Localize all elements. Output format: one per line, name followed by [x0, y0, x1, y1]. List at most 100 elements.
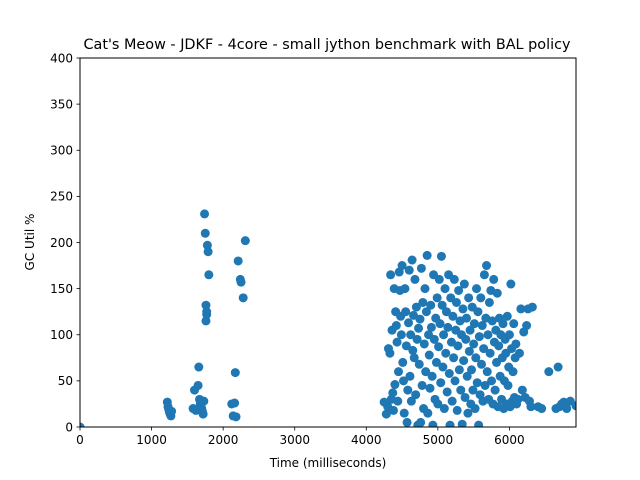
data-point — [454, 365, 464, 375]
y-tick-label: 300 — [50, 144, 73, 158]
data-point — [417, 380, 427, 390]
data-point — [469, 319, 479, 329]
data-point — [399, 408, 409, 418]
y-tick-label: 50 — [58, 374, 73, 388]
x-tick-label: 5000 — [423, 433, 454, 447]
data-point — [436, 378, 446, 388]
data-point — [80, 422, 85, 427]
data-point — [445, 420, 455, 427]
data-point — [442, 387, 452, 397]
x-tick-label: 6000 — [494, 433, 525, 447]
data-point — [424, 350, 434, 360]
data-point — [393, 396, 403, 406]
data-point — [427, 371, 437, 381]
data-point — [544, 367, 554, 377]
data-point — [386, 270, 396, 280]
chart-title: Cat's Meow - JDKF - 4core - small jython… — [83, 37, 571, 53]
data-point — [410, 274, 420, 284]
data-point — [426, 322, 436, 332]
data-point — [516, 304, 526, 314]
data-point — [464, 346, 474, 356]
x-tick-label: 0 — [76, 433, 84, 447]
data-point — [514, 348, 524, 358]
data-point — [522, 321, 532, 331]
data-point — [517, 385, 527, 395]
data-point — [403, 385, 413, 395]
data-point — [473, 307, 483, 317]
data-point — [416, 263, 426, 273]
data-point — [437, 300, 447, 310]
data-point — [436, 251, 446, 261]
data-point — [411, 390, 421, 400]
data-point — [238, 293, 248, 303]
data-point — [388, 405, 398, 415]
data-point — [401, 341, 411, 351]
data-point — [474, 420, 484, 427]
points-layer — [80, 209, 576, 427]
data-point — [484, 297, 494, 307]
data-point — [469, 339, 479, 349]
data-point — [408, 345, 418, 355]
data-point — [433, 399, 443, 409]
data-point — [447, 396, 457, 406]
x-tick-label: 1000 — [136, 433, 167, 447]
data-point — [415, 314, 425, 324]
data-point — [476, 293, 486, 303]
data-point — [553, 362, 563, 372]
data-point — [444, 369, 454, 378]
data-point — [511, 339, 521, 349]
data-point — [441, 348, 451, 358]
data-point — [435, 319, 445, 329]
y-tick-label: 200 — [50, 236, 73, 250]
y-tick-label: 350 — [50, 97, 73, 111]
data-point — [400, 284, 410, 294]
data-point — [236, 277, 246, 287]
data-point — [401, 307, 411, 317]
data-point — [494, 341, 504, 351]
data-point — [200, 209, 210, 219]
data-point — [508, 367, 518, 377]
data-point — [416, 417, 426, 427]
data-point — [439, 330, 449, 340]
data-point — [480, 380, 490, 390]
data-point — [434, 342, 444, 352]
data-point — [203, 247, 213, 257]
y-tick-label: 0 — [65, 420, 73, 434]
data-point — [438, 362, 448, 372]
data-point — [405, 371, 415, 381]
data-point — [428, 420, 438, 427]
data-point — [571, 401, 576, 411]
data-point — [537, 404, 547, 414]
x-axis: 0 1000 2000 3000 4000 5000 6000 — [76, 427, 525, 447]
data-point — [418, 297, 428, 307]
data-point — [406, 396, 416, 406]
data-point — [463, 408, 473, 418]
data-point — [381, 409, 391, 419]
data-point — [404, 265, 414, 275]
data-point — [460, 392, 470, 402]
data-point — [200, 228, 210, 238]
data-point — [429, 334, 439, 344]
data-point — [233, 256, 243, 266]
data-point — [506, 279, 516, 289]
data-point — [457, 419, 467, 427]
data-point — [439, 404, 449, 414]
data-point — [193, 380, 203, 390]
y-tick-label: 400 — [50, 51, 73, 65]
data-point — [390, 380, 400, 390]
data-point — [230, 398, 240, 408]
data-point — [392, 337, 402, 347]
data-point — [479, 344, 489, 354]
data-point — [432, 293, 442, 303]
data-point — [388, 388, 398, 398]
y-tick-label: 150 — [50, 282, 73, 296]
x-tick-label: 2000 — [208, 433, 239, 447]
data-point — [449, 274, 459, 284]
data-point — [426, 300, 436, 310]
data-point — [489, 274, 499, 284]
x-tick-label: 4000 — [351, 433, 382, 447]
data-point — [240, 236, 250, 246]
data-point — [394, 367, 403, 377]
data-point — [412, 334, 422, 344]
data-point — [461, 313, 471, 323]
